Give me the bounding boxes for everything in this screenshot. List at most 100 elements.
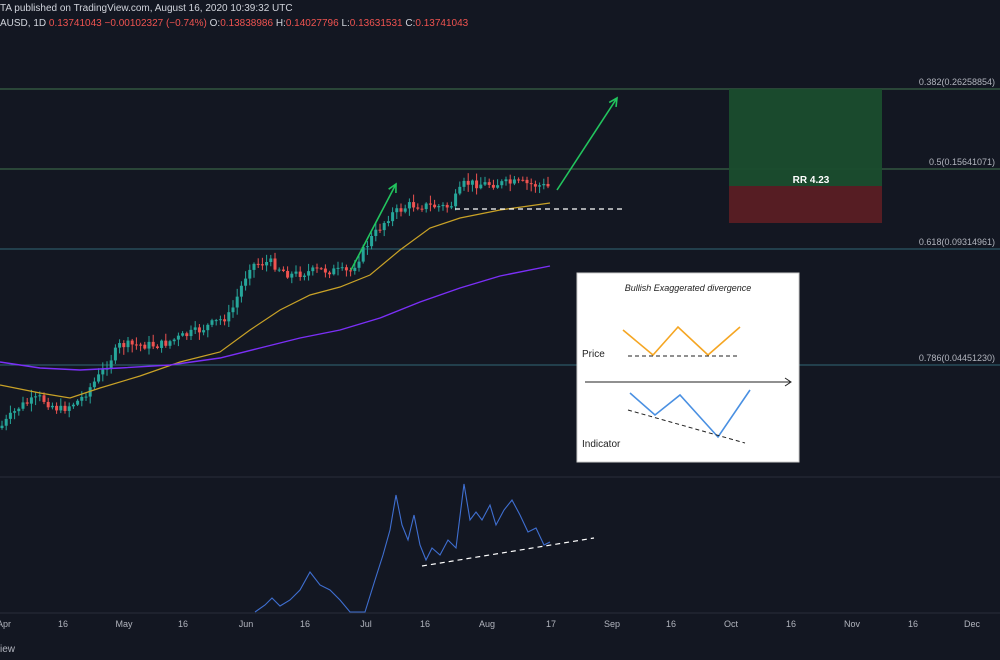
candle-body [151, 341, 155, 347]
candle-body [286, 270, 290, 278]
candle-body [521, 179, 525, 181]
candle-body [542, 183, 546, 186]
candle-body [193, 327, 197, 330]
risk-reward-box[interactable]: RR 4.23 [729, 89, 882, 223]
candle-body [109, 360, 113, 369]
candle-body [483, 182, 487, 185]
candle-body [160, 340, 164, 348]
inset-indicator-dashed [627, 409, 746, 444]
fib-label: 0.786(0.04451230) [919, 353, 995, 363]
drawings [350, 96, 622, 271]
candle-body [29, 397, 33, 404]
fib-label: 0.5(0.15641071) [929, 157, 995, 167]
candle-body [319, 268, 323, 270]
candle-body [202, 330, 206, 333]
candle-body [143, 344, 147, 349]
candle-body [525, 179, 529, 184]
candle-body [4, 418, 8, 426]
candle-body [294, 271, 298, 274]
candle-body [126, 340, 130, 348]
candle-body [176, 335, 180, 340]
symbol-label: AUSD, 1D [0, 18, 47, 29]
candle-body [491, 184, 495, 188]
candle-body [265, 262, 269, 266]
candle-body [504, 179, 508, 182]
candle-body [344, 267, 348, 271]
candle-body [407, 202, 411, 209]
candle-body [97, 374, 101, 382]
candle-body [307, 271, 311, 276]
candle-body [122, 343, 126, 348]
arrow-impulse [350, 183, 397, 271]
inset-axis-arrowhead [784, 377, 792, 387]
candle-body [395, 208, 399, 213]
candle-body [0, 425, 4, 428]
candle-body [46, 401, 50, 408]
divergence-inset: Bullish Exaggerated divergence Price Indic… [576, 272, 800, 463]
candle-body [231, 307, 235, 313]
candle-body [323, 268, 327, 273]
candle-body [475, 180, 479, 189]
candle-body [50, 405, 54, 408]
candle-body [546, 183, 550, 187]
low-value: 0.13631531 [349, 18, 403, 29]
candle-body [374, 229, 378, 236]
candle-body [445, 204, 449, 208]
candle-body [172, 339, 176, 342]
candle-body [386, 221, 390, 224]
time-tick-label: 16 [300, 619, 310, 629]
inset-title: Bullish Exaggerated divergence [625, 283, 752, 293]
candle-body [370, 235, 374, 247]
candle-body [155, 346, 159, 348]
candle-body [139, 344, 143, 346]
inset-price-line [622, 325, 741, 357]
time-tick-label: Oct [724, 619, 739, 629]
candle-body [391, 212, 395, 222]
candle-body [496, 185, 500, 188]
candle-body [80, 396, 84, 401]
candle-body [517, 179, 521, 181]
inset-background [576, 272, 800, 463]
candle-body [8, 412, 12, 419]
candle-body [260, 264, 264, 266]
candle-body [357, 261, 361, 268]
candle-body [25, 402, 29, 404]
time-tick-label: 16 [420, 619, 430, 629]
indicator-pane [254, 483, 595, 613]
arrow-projection [556, 97, 618, 191]
candle-body [239, 285, 243, 297]
candle-body [466, 180, 470, 185]
candle-body [189, 329, 193, 337]
time-tick-label: 17 [546, 619, 556, 629]
candle-body [437, 206, 441, 208]
candle-body [428, 203, 432, 205]
candle-body [529, 183, 533, 185]
candle-body [449, 206, 453, 208]
candle-body [277, 269, 281, 271]
low-label: L: [341, 18, 350, 29]
candle-body [508, 179, 512, 184]
candle-body [181, 333, 185, 336]
candle-body [500, 181, 504, 186]
indicator-divergence-line [421, 537, 595, 567]
candle-body [533, 184, 537, 187]
candle-body [185, 333, 189, 337]
candle-body [113, 347, 117, 361]
candle-body [235, 296, 239, 308]
ma-short-line [0, 202, 551, 399]
candle-body [399, 208, 403, 212]
candle-body [84, 396, 88, 398]
time-tick-label: Aug [479, 619, 495, 629]
close-value: 0.13741043 [415, 18, 469, 29]
close-label: C: [405, 18, 416, 29]
candle-body [223, 319, 227, 322]
candle-body [273, 258, 277, 270]
arrow-projection-head [608, 96, 618, 108]
candle-body [332, 268, 336, 275]
fib-label: 0.382(0.26258854) [919, 77, 995, 87]
candle-body [76, 400, 80, 405]
candle-body [92, 381, 96, 388]
candle-body [382, 223, 386, 231]
candle-body [42, 395, 46, 402]
